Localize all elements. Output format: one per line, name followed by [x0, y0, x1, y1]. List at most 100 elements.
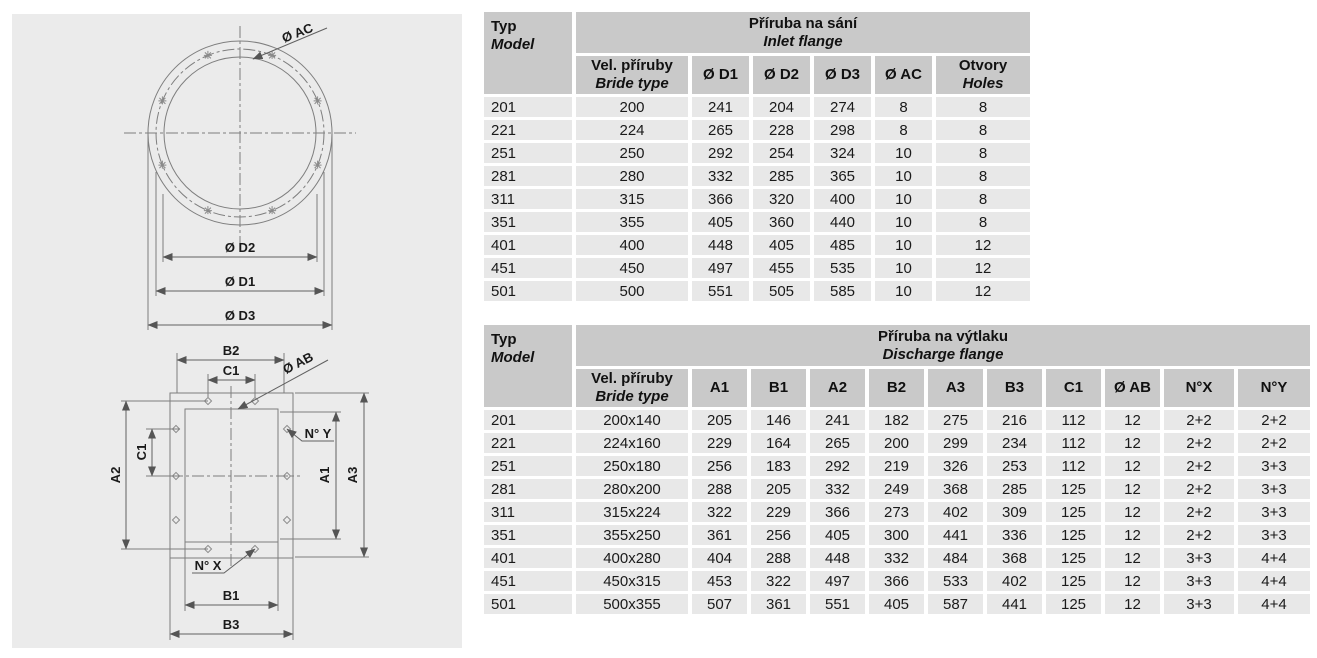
value-cell: 507 [692, 594, 747, 614]
value-cell: 224 [576, 120, 688, 140]
value-cell: 12 [1105, 571, 1160, 591]
column-header: B3 [987, 369, 1042, 407]
value-cell: 3+3 [1164, 548, 1234, 568]
value-cell: 12 [1105, 479, 1160, 499]
value-cell: 12 [1105, 594, 1160, 614]
corner-label-en: Model [491, 36, 535, 53]
value-cell: 368 [987, 548, 1042, 568]
value-cell: 12 [1105, 410, 1160, 430]
value-cell: 402 [987, 571, 1042, 591]
bolt-circle [155, 48, 325, 218]
value-cell: 10 [875, 189, 932, 209]
value-cell: 200 [576, 97, 688, 117]
model-cell: 221 [484, 120, 572, 140]
value-cell: 10 [875, 235, 932, 255]
table-title-cz: Příruba na výtlaku [877, 327, 1009, 345]
value-cell: 366 [692, 189, 749, 209]
value-cell: 273 [869, 502, 924, 522]
value-cell: 4+4 [1238, 548, 1310, 568]
value-cell: 336 [987, 525, 1042, 545]
value-cell: 320 [753, 189, 810, 209]
value-cell: 2+2 [1238, 433, 1310, 453]
holes-column-label-en: Holes [962, 75, 1004, 92]
column-header: Ø D2 [753, 56, 810, 94]
value-cell: 332 [692, 166, 749, 186]
value-cell: 256 [692, 456, 747, 476]
value-cell: 324 [814, 143, 871, 163]
value-cell: 164 [751, 433, 806, 453]
value-cell: 182 [869, 410, 924, 430]
value-cell: 360 [753, 212, 810, 232]
column-header: B2 [869, 369, 924, 407]
dim-label-d1: Ø D1 [225, 274, 255, 289]
value-cell: 125 [1046, 594, 1101, 614]
value-cell: 249 [869, 479, 924, 499]
value-cell: 299 [928, 433, 983, 453]
value-cell: 500 [576, 281, 688, 301]
value-cell: 285 [987, 479, 1042, 499]
d1-extension-lines [155, 172, 325, 296]
column-header: C1 [1046, 369, 1101, 407]
column-header: N°X [1164, 369, 1234, 407]
value-cell: 332 [869, 548, 924, 568]
model-cell: 351 [484, 212, 572, 232]
value-cell: 229 [692, 433, 747, 453]
value-cell: 10 [875, 143, 932, 163]
corner-label-cz: Typ [491, 331, 517, 348]
corner-label-cz: Typ [491, 18, 517, 35]
value-cell: 12 [936, 258, 1030, 278]
value-cell: 112 [1046, 410, 1101, 430]
column-header: A3 [928, 369, 983, 407]
value-cell: 405 [810, 525, 865, 545]
size-column-label-en: Bride type [595, 388, 669, 405]
value-cell: 500x355 [576, 594, 688, 614]
value-cell: 440 [814, 212, 871, 232]
value-cell: 2+2 [1164, 410, 1234, 430]
value-cell: 285 [753, 166, 810, 186]
column-header: A2 [810, 369, 865, 407]
table-title-en: Inlet flange [763, 32, 843, 50]
model-cell: 251 [484, 143, 572, 163]
dim-label-a3: A3 [345, 467, 360, 484]
column-header: Ø AB [1105, 369, 1160, 407]
value-cell: 265 [810, 433, 865, 453]
value-cell: 12 [936, 235, 1030, 255]
value-cell: 497 [810, 571, 865, 591]
dim-label-a1: A1 [317, 467, 332, 484]
inlet-flange-drawing: Ø AC Ø D2 Ø D1 Ø D3 [124, 20, 356, 330]
ab-leader-line [237, 359, 329, 410]
model-cell: 451 [484, 258, 572, 278]
value-cell: 315x224 [576, 502, 688, 522]
value-cell: 441 [928, 525, 983, 545]
value-cell: 8 [936, 166, 1030, 186]
value-cell: 125 [1046, 502, 1101, 522]
value-cell: 146 [751, 410, 806, 430]
value-cell: 10 [875, 281, 932, 301]
value-cell: 234 [987, 433, 1042, 453]
bolt-holes [171, 396, 292, 554]
value-cell: 253 [987, 456, 1042, 476]
model-cell: 501 [484, 594, 572, 614]
value-cell: 551 [692, 281, 749, 301]
value-cell: 292 [692, 143, 749, 163]
value-cell: 366 [869, 571, 924, 591]
dim-label-d2: Ø D2 [225, 240, 255, 255]
value-cell: 125 [1046, 525, 1101, 545]
value-cell: 256 [751, 525, 806, 545]
value-cell: 280x200 [576, 479, 688, 499]
size-column-label-cz: Vel. příruby [591, 57, 673, 74]
value-cell: 274 [814, 97, 871, 117]
value-cell: 322 [751, 571, 806, 591]
value-cell: 12 [1105, 548, 1160, 568]
a2-extension-lines [121, 400, 208, 550]
column-header: B1 [751, 369, 806, 407]
inlet-flange-table: Typ Model Příruba na sání Inlet flange V… [484, 12, 1030, 301]
value-cell: 361 [751, 594, 806, 614]
value-cell: 288 [692, 479, 747, 499]
holes-column-header: Otvory Holes [936, 56, 1030, 94]
value-cell: 309 [987, 502, 1042, 522]
value-cell: 4+4 [1238, 594, 1310, 614]
discharge-flange-drawing: B2 C1 Ø AB N° Y A2 C1 [108, 343, 369, 640]
table-title-en: Discharge flange [882, 345, 1004, 363]
